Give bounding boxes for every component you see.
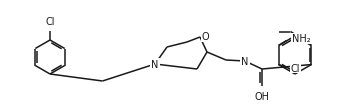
Text: Cl: Cl [45, 17, 55, 27]
Text: N: N [151, 59, 159, 69]
Text: OH: OH [255, 91, 269, 101]
Text: NH₂: NH₂ [292, 34, 310, 44]
Text: O: O [202, 32, 210, 42]
Text: N: N [241, 56, 249, 66]
Text: Cl: Cl [291, 63, 300, 73]
Text: O: O [297, 33, 304, 43]
